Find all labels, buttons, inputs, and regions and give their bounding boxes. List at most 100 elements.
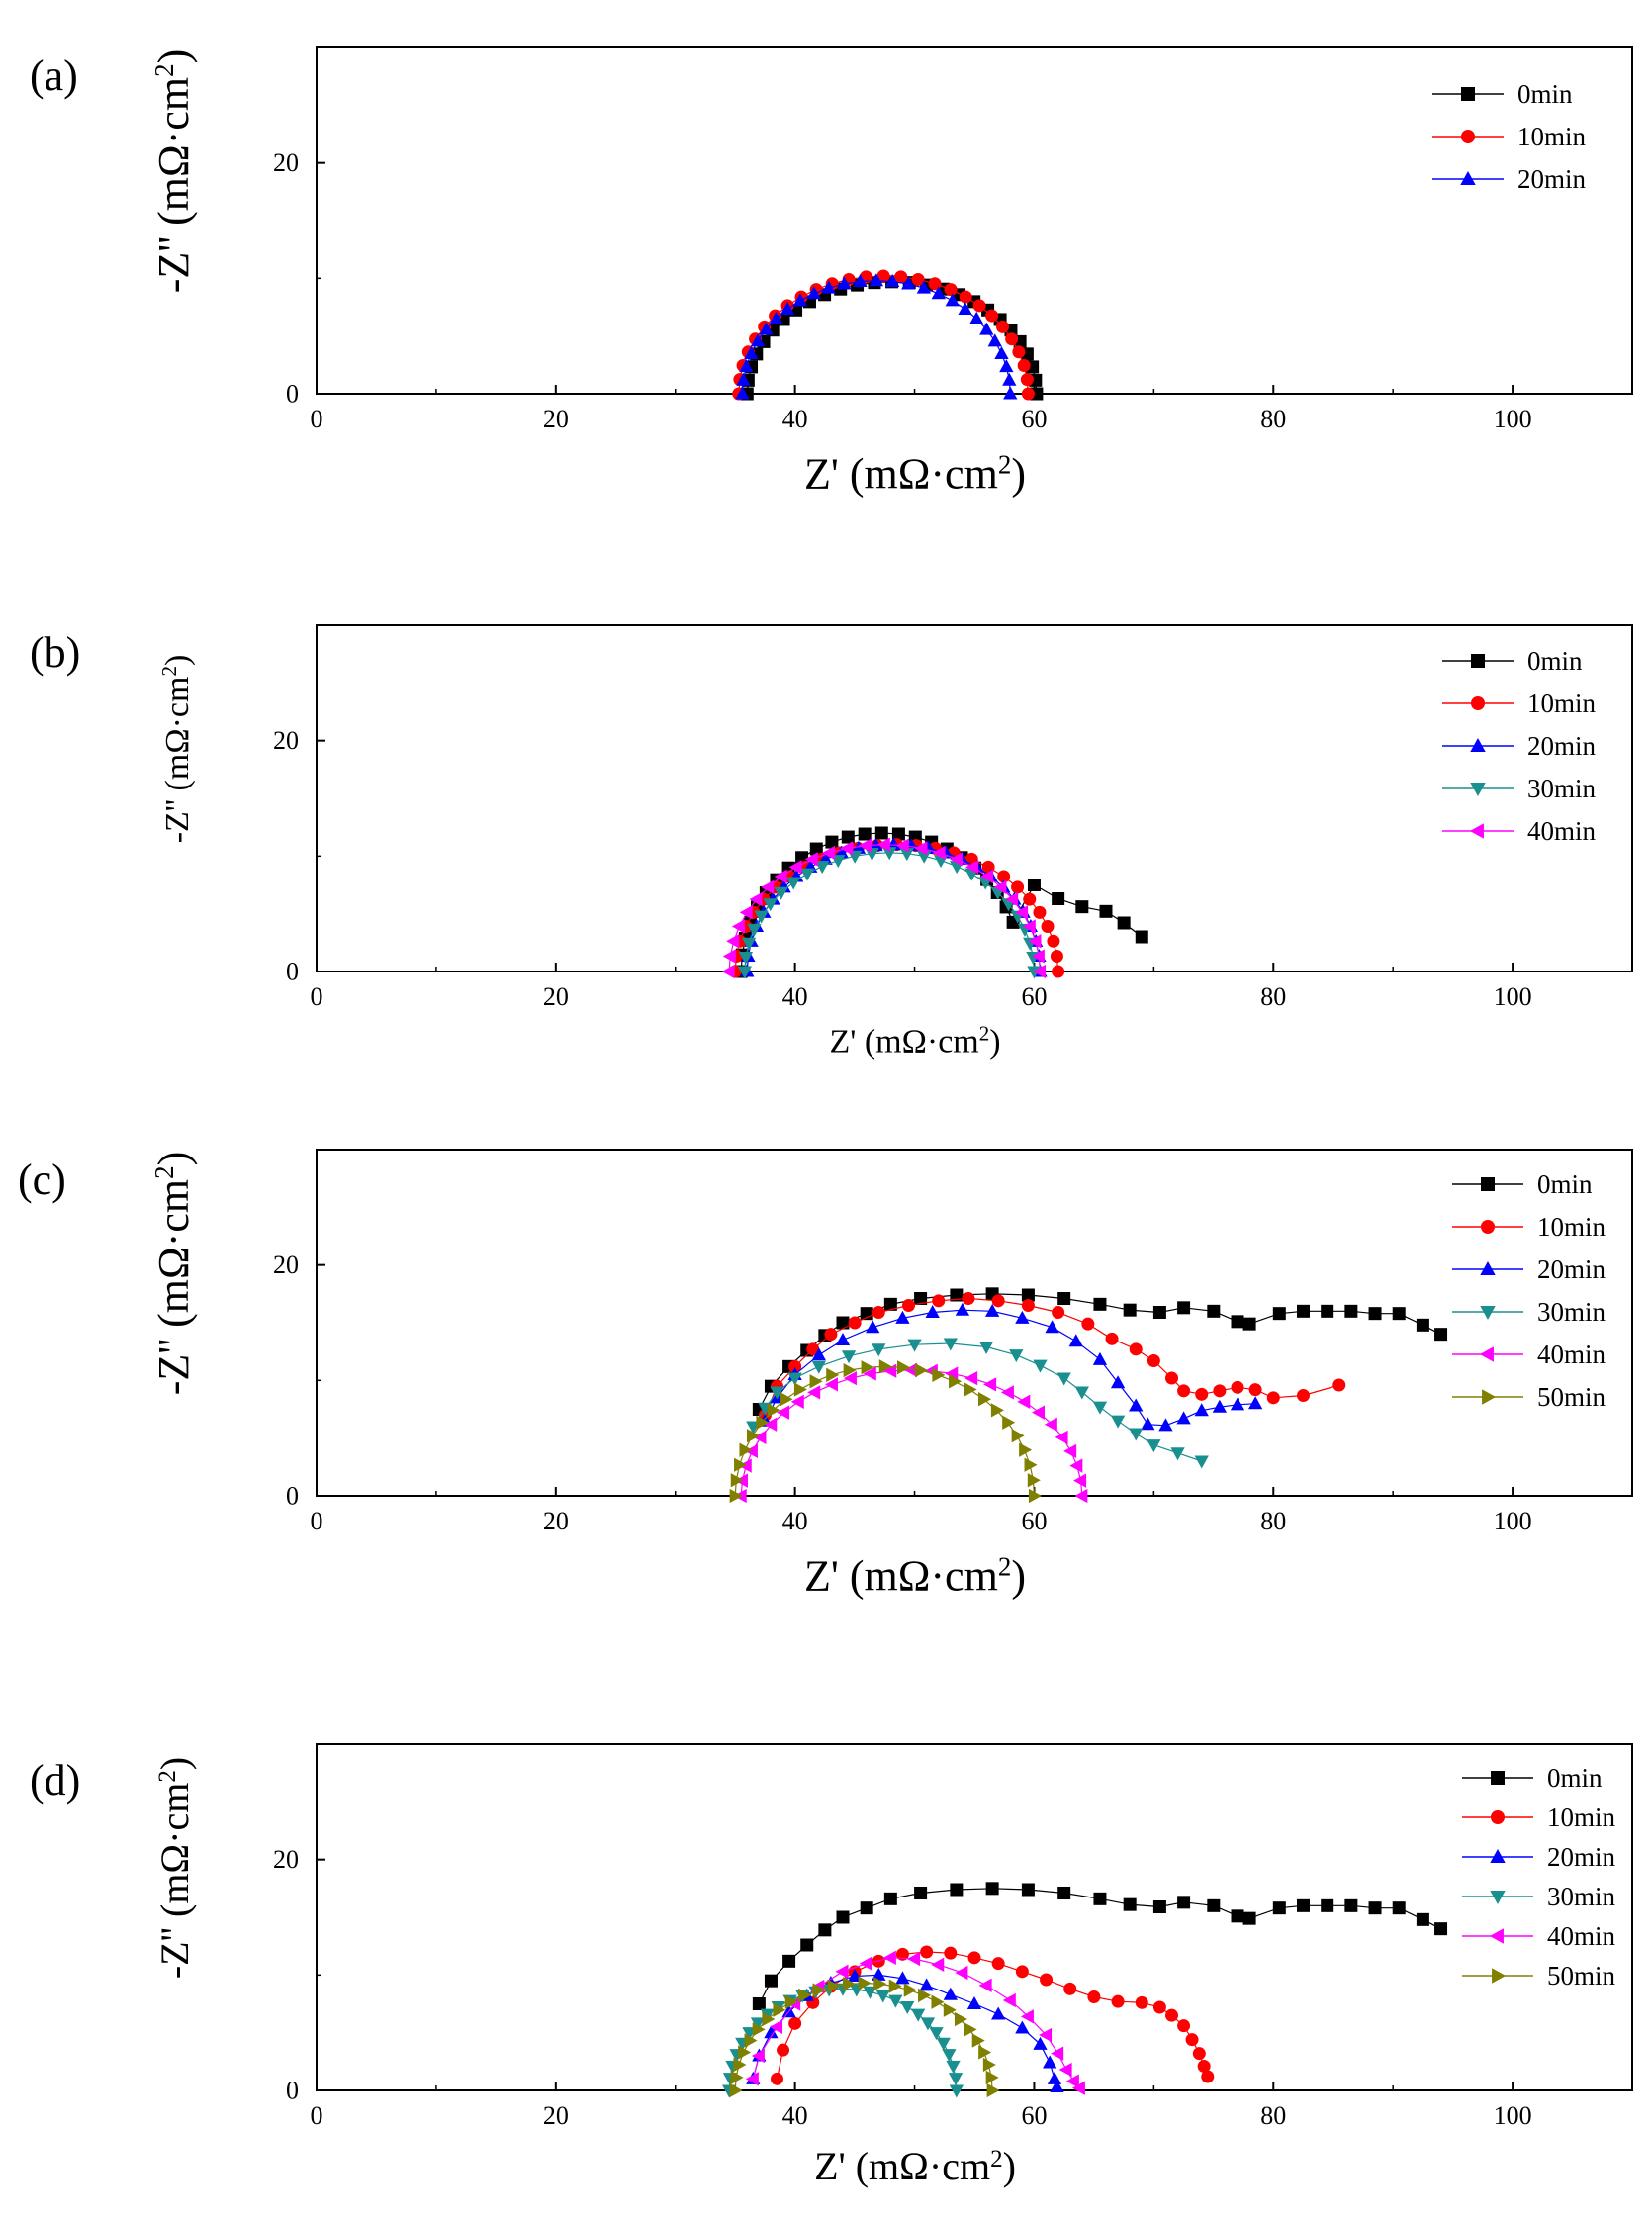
data-point bbox=[746, 1429, 760, 1443]
legend-item-20min: 20min bbox=[1452, 1254, 1606, 1284]
data-point bbox=[1019, 1442, 1033, 1457]
x-tick-label: 0 bbox=[311, 982, 323, 1011]
data-point bbox=[875, 1990, 890, 2003]
data-point bbox=[918, 1988, 932, 2003]
y-tick-label: 0 bbox=[286, 2077, 299, 2105]
data-point bbox=[983, 1377, 997, 1392]
data-point bbox=[741, 937, 757, 951]
data-point bbox=[774, 886, 788, 900]
x-axis-title: Z' (mΩ·cm2) bbox=[829, 1022, 1000, 1061]
y-tick-label: 0 bbox=[286, 1482, 299, 1511]
data-point bbox=[1170, 1447, 1185, 1461]
data-point bbox=[943, 1338, 958, 1351]
data-point bbox=[932, 845, 946, 861]
data-point bbox=[824, 1377, 838, 1392]
data-point bbox=[1152, 1900, 1166, 1913]
data-point bbox=[863, 1366, 876, 1381]
data-point bbox=[1073, 1473, 1087, 1488]
data-point bbox=[1135, 930, 1148, 944]
data-point bbox=[984, 1303, 1000, 1317]
data-point bbox=[1321, 1304, 1334, 1318]
data-point bbox=[1031, 949, 1045, 964]
data-point bbox=[1129, 1428, 1144, 1441]
data-point bbox=[1033, 905, 1047, 919]
x-tick-label: 0 bbox=[311, 405, 323, 433]
legend-label: 50min bbox=[1547, 1961, 1616, 1990]
data-point bbox=[1434, 1922, 1448, 1936]
data-point bbox=[752, 2022, 766, 2037]
data-point bbox=[729, 2082, 743, 2098]
legend-label: 30min bbox=[1537, 1297, 1606, 1327]
panel-a: (a) 0 20 40 60 80 100 0 20 Z' (mΩ·cm2) -Z'' (mΩ·cm… bbox=[30, 46, 1633, 499]
x-tick-label: 100 bbox=[1494, 1507, 1532, 1535]
series-line bbox=[752, 1957, 1080, 2089]
legend-marker bbox=[1481, 1177, 1495, 1191]
data-point bbox=[925, 1305, 940, 1319]
data-point bbox=[1040, 1973, 1054, 1987]
data-point bbox=[866, 1320, 880, 1334]
data-point bbox=[1242, 1911, 1256, 1925]
data-point bbox=[822, 845, 836, 861]
data-point bbox=[747, 923, 762, 937]
data-point bbox=[997, 870, 1011, 883]
legend-marker bbox=[1471, 696, 1485, 710]
data-point bbox=[787, 1372, 802, 1386]
data-point bbox=[1000, 1385, 1014, 1400]
data-point bbox=[1028, 934, 1042, 949]
data-point bbox=[749, 891, 763, 907]
series-30min bbox=[737, 847, 1042, 979]
legend-marker bbox=[1490, 1848, 1506, 1863]
legend-item-20min: 20min bbox=[1462, 1842, 1616, 1872]
panel-label: (c) bbox=[18, 1156, 66, 1204]
data-point bbox=[1022, 919, 1036, 934]
data-point bbox=[851, 840, 867, 854]
data-point bbox=[806, 286, 822, 300]
data-point bbox=[1110, 1415, 1126, 1429]
data-point bbox=[738, 2045, 752, 2060]
legend-marker bbox=[1469, 823, 1484, 839]
series-30min bbox=[746, 1338, 1209, 1469]
legend-label: 0min bbox=[1517, 79, 1573, 109]
data-point bbox=[807, 1385, 821, 1400]
data-point bbox=[744, 345, 759, 359]
data-point bbox=[1033, 1359, 1048, 1373]
data-point bbox=[777, 2043, 790, 2057]
data-point bbox=[782, 1954, 796, 1968]
y-tick-label: 20 bbox=[273, 1250, 299, 1279]
data-point bbox=[876, 269, 890, 283]
data-point bbox=[738, 951, 754, 965]
data-point bbox=[1117, 916, 1131, 930]
data-point bbox=[978, 2045, 992, 2060]
data-point bbox=[858, 838, 872, 853]
data-point bbox=[837, 276, 852, 290]
legend-label: 0min bbox=[1537, 1169, 1593, 1199]
data-point bbox=[942, 2049, 957, 2063]
data-point bbox=[735, 386, 750, 400]
x-tick-label: 80 bbox=[1260, 982, 1286, 1011]
data-point bbox=[858, 827, 872, 841]
y-tick-label: 20 bbox=[273, 148, 299, 177]
data-point bbox=[730, 1473, 744, 1488]
data-point bbox=[793, 1382, 807, 1397]
data-point bbox=[901, 276, 916, 290]
legend-marker bbox=[1481, 1220, 1495, 1234]
data-point bbox=[809, 1374, 823, 1389]
data-point bbox=[762, 2011, 776, 2027]
data-point bbox=[949, 852, 963, 867]
data-point bbox=[827, 1979, 841, 1993]
plot-frame bbox=[316, 1149, 1633, 1497]
data-point bbox=[888, 1994, 903, 2008]
data-point bbox=[872, 1306, 885, 1319]
data-point bbox=[1045, 1320, 1059, 1334]
data-point bbox=[1297, 1898, 1310, 1912]
legend-label: 20min bbox=[1547, 1842, 1616, 1872]
data-point bbox=[1152, 2000, 1166, 2014]
panel-d: (d) 0 20 40 60 80 100 0 20 Z' (mΩ·cm2) -Z'' (mΩ·cm… bbox=[30, 1743, 1633, 2188]
y-tick-label: 20 bbox=[273, 726, 299, 755]
x-tick-label: 100 bbox=[1494, 982, 1532, 1011]
data-point bbox=[729, 1488, 743, 1504]
legend-item-40min: 40min bbox=[1452, 1340, 1606, 1369]
data-point bbox=[911, 272, 925, 286]
data-point bbox=[739, 359, 754, 373]
